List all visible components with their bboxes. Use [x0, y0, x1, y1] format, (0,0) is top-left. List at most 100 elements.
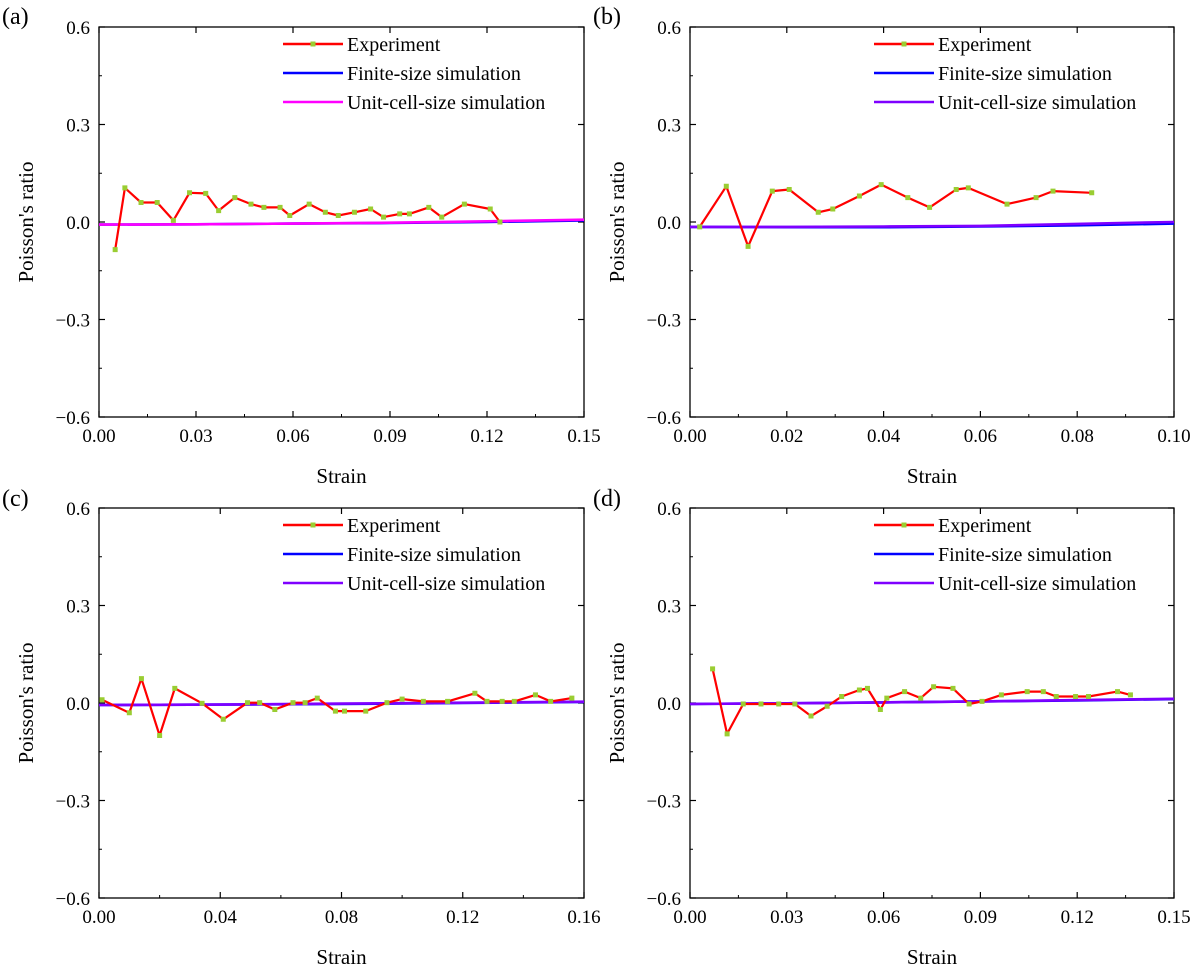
data-point — [808, 713, 814, 719]
data-point — [220, 716, 226, 722]
data-point — [548, 698, 554, 704]
y-tick-label: 0.6 — [66, 499, 90, 520]
data-point — [138, 200, 144, 205]
data-point — [381, 214, 387, 220]
y-tick-label: −0.6 — [647, 408, 681, 429]
data-point — [723, 183, 729, 189]
data-point — [122, 185, 128, 191]
y-tick-label: 0.6 — [657, 499, 681, 520]
panel-label: (d) — [593, 486, 621, 512]
x-axis-title: Strain — [907, 945, 958, 969]
x-tick-label: 0.15 — [567, 426, 600, 447]
data-point — [533, 692, 538, 698]
legend-label: Finite-size simulation — [938, 63, 1112, 85]
data-point — [351, 209, 357, 215]
panel-a: (a) 0.00 0.03 0.06 0.09 0.12 0.15 −0.6 −0.3 0.0 0.… — [2, 4, 601, 488]
data-point — [187, 190, 193, 196]
x-axis-title: Strain — [316, 464, 367, 488]
data-point — [472, 690, 478, 696]
data-point — [950, 685, 956, 691]
data-point — [877, 707, 883, 712]
data-point — [314, 695, 320, 701]
data-point — [1073, 694, 1079, 699]
y-axis-title: Poisson's ratio — [605, 642, 629, 763]
series-line-unit-cell-size-simulation — [98, 218, 585, 226]
x-tick-label: 0.06 — [867, 907, 900, 928]
panel-b: (b) 0.00 0.02 0.04 0.06 0.08 0.10 −0.6 −0.3 0.0 0.… — [593, 4, 1191, 488]
data-point — [1050, 188, 1056, 194]
data-point — [931, 684, 937, 690]
data-point — [342, 708, 348, 714]
y-tick-label: 0.0 — [657, 694, 681, 715]
legend-label: Unit-cell-size simulation — [938, 92, 1136, 114]
x-tick-label: 0.12 — [1061, 907, 1094, 928]
legend-label: Experiment — [938, 34, 1032, 56]
data-point — [1053, 694, 1059, 699]
data-point — [724, 731, 730, 737]
x-tick-label: 0.06 — [276, 426, 309, 447]
legend-label: Experiment — [347, 34, 441, 56]
data-point — [368, 206, 374, 212]
data-point — [830, 206, 836, 212]
data-point — [966, 701, 972, 707]
data-point — [487, 206, 493, 212]
data-point — [1040, 689, 1046, 695]
x-tick-label: 0.03 — [179, 426, 212, 447]
data-point — [426, 204, 432, 210]
data-point — [1115, 689, 1121, 695]
panel-label: (a) — [2, 4, 29, 30]
data-point — [1033, 195, 1039, 201]
y-tick-label: 0.0 — [66, 213, 90, 234]
plot-frame — [689, 26, 1175, 418]
data-point — [248, 201, 254, 207]
x-tick-label: 0.00 — [82, 907, 115, 928]
data-point — [1127, 692, 1133, 698]
x-tick-label: 0.00 — [82, 426, 115, 447]
y-tick-label: −0.6 — [647, 889, 681, 910]
data-point — [157, 733, 163, 738]
data-point — [710, 666, 716, 672]
data-point — [277, 204, 283, 210]
y-tick-label: 0.3 — [657, 116, 681, 137]
x-tick-label: 0.12 — [446, 907, 479, 928]
y-tick-label: −0.6 — [56, 408, 90, 429]
data-point — [272, 707, 278, 712]
data-point — [302, 700, 308, 706]
data-point — [864, 685, 870, 691]
data-point — [927, 204, 933, 210]
panel-label: (b) — [593, 4, 621, 30]
y-tick-label: 0.6 — [66, 18, 90, 39]
data-point — [126, 710, 132, 716]
legend-label: Unit-cell-size simulation — [347, 92, 545, 114]
legend-marker — [901, 522, 907, 528]
x-tick-label: 0.00 — [673, 426, 706, 447]
data-point — [245, 700, 251, 706]
data-point — [461, 201, 467, 207]
y-tick-label: −0.6 — [56, 889, 90, 910]
data-point — [335, 213, 341, 218]
data-point — [172, 685, 178, 691]
legend-marker — [310, 41, 316, 47]
x-tick-label: 0.12 — [470, 426, 503, 447]
data-point — [499, 698, 505, 704]
y-tick-label: 0.3 — [66, 597, 90, 618]
data-point — [953, 187, 959, 192]
data-point — [884, 695, 890, 701]
data-point — [154, 200, 160, 205]
data-point — [170, 217, 176, 223]
data-point — [261, 204, 267, 210]
legend-label: Unit-cell-size simulation — [938, 573, 1136, 595]
data-point — [99, 697, 105, 703]
data-point — [839, 694, 845, 699]
data-point — [203, 190, 209, 196]
data-point — [257, 700, 263, 706]
y-tick-label: −0.3 — [56, 792, 90, 813]
data-point — [918, 695, 924, 701]
data-point — [902, 689, 908, 695]
data-point — [786, 187, 792, 192]
data-point — [290, 700, 296, 706]
y-tick-label: 0.6 — [657, 18, 681, 39]
x-tick-label: 0.09 — [964, 907, 997, 928]
data-point — [998, 692, 1004, 698]
panel-d: (d) 0.00 0.03 0.06 0.09 0.12 0.15 −0.6 −0.3 0.0 0.… — [593, 486, 1191, 969]
